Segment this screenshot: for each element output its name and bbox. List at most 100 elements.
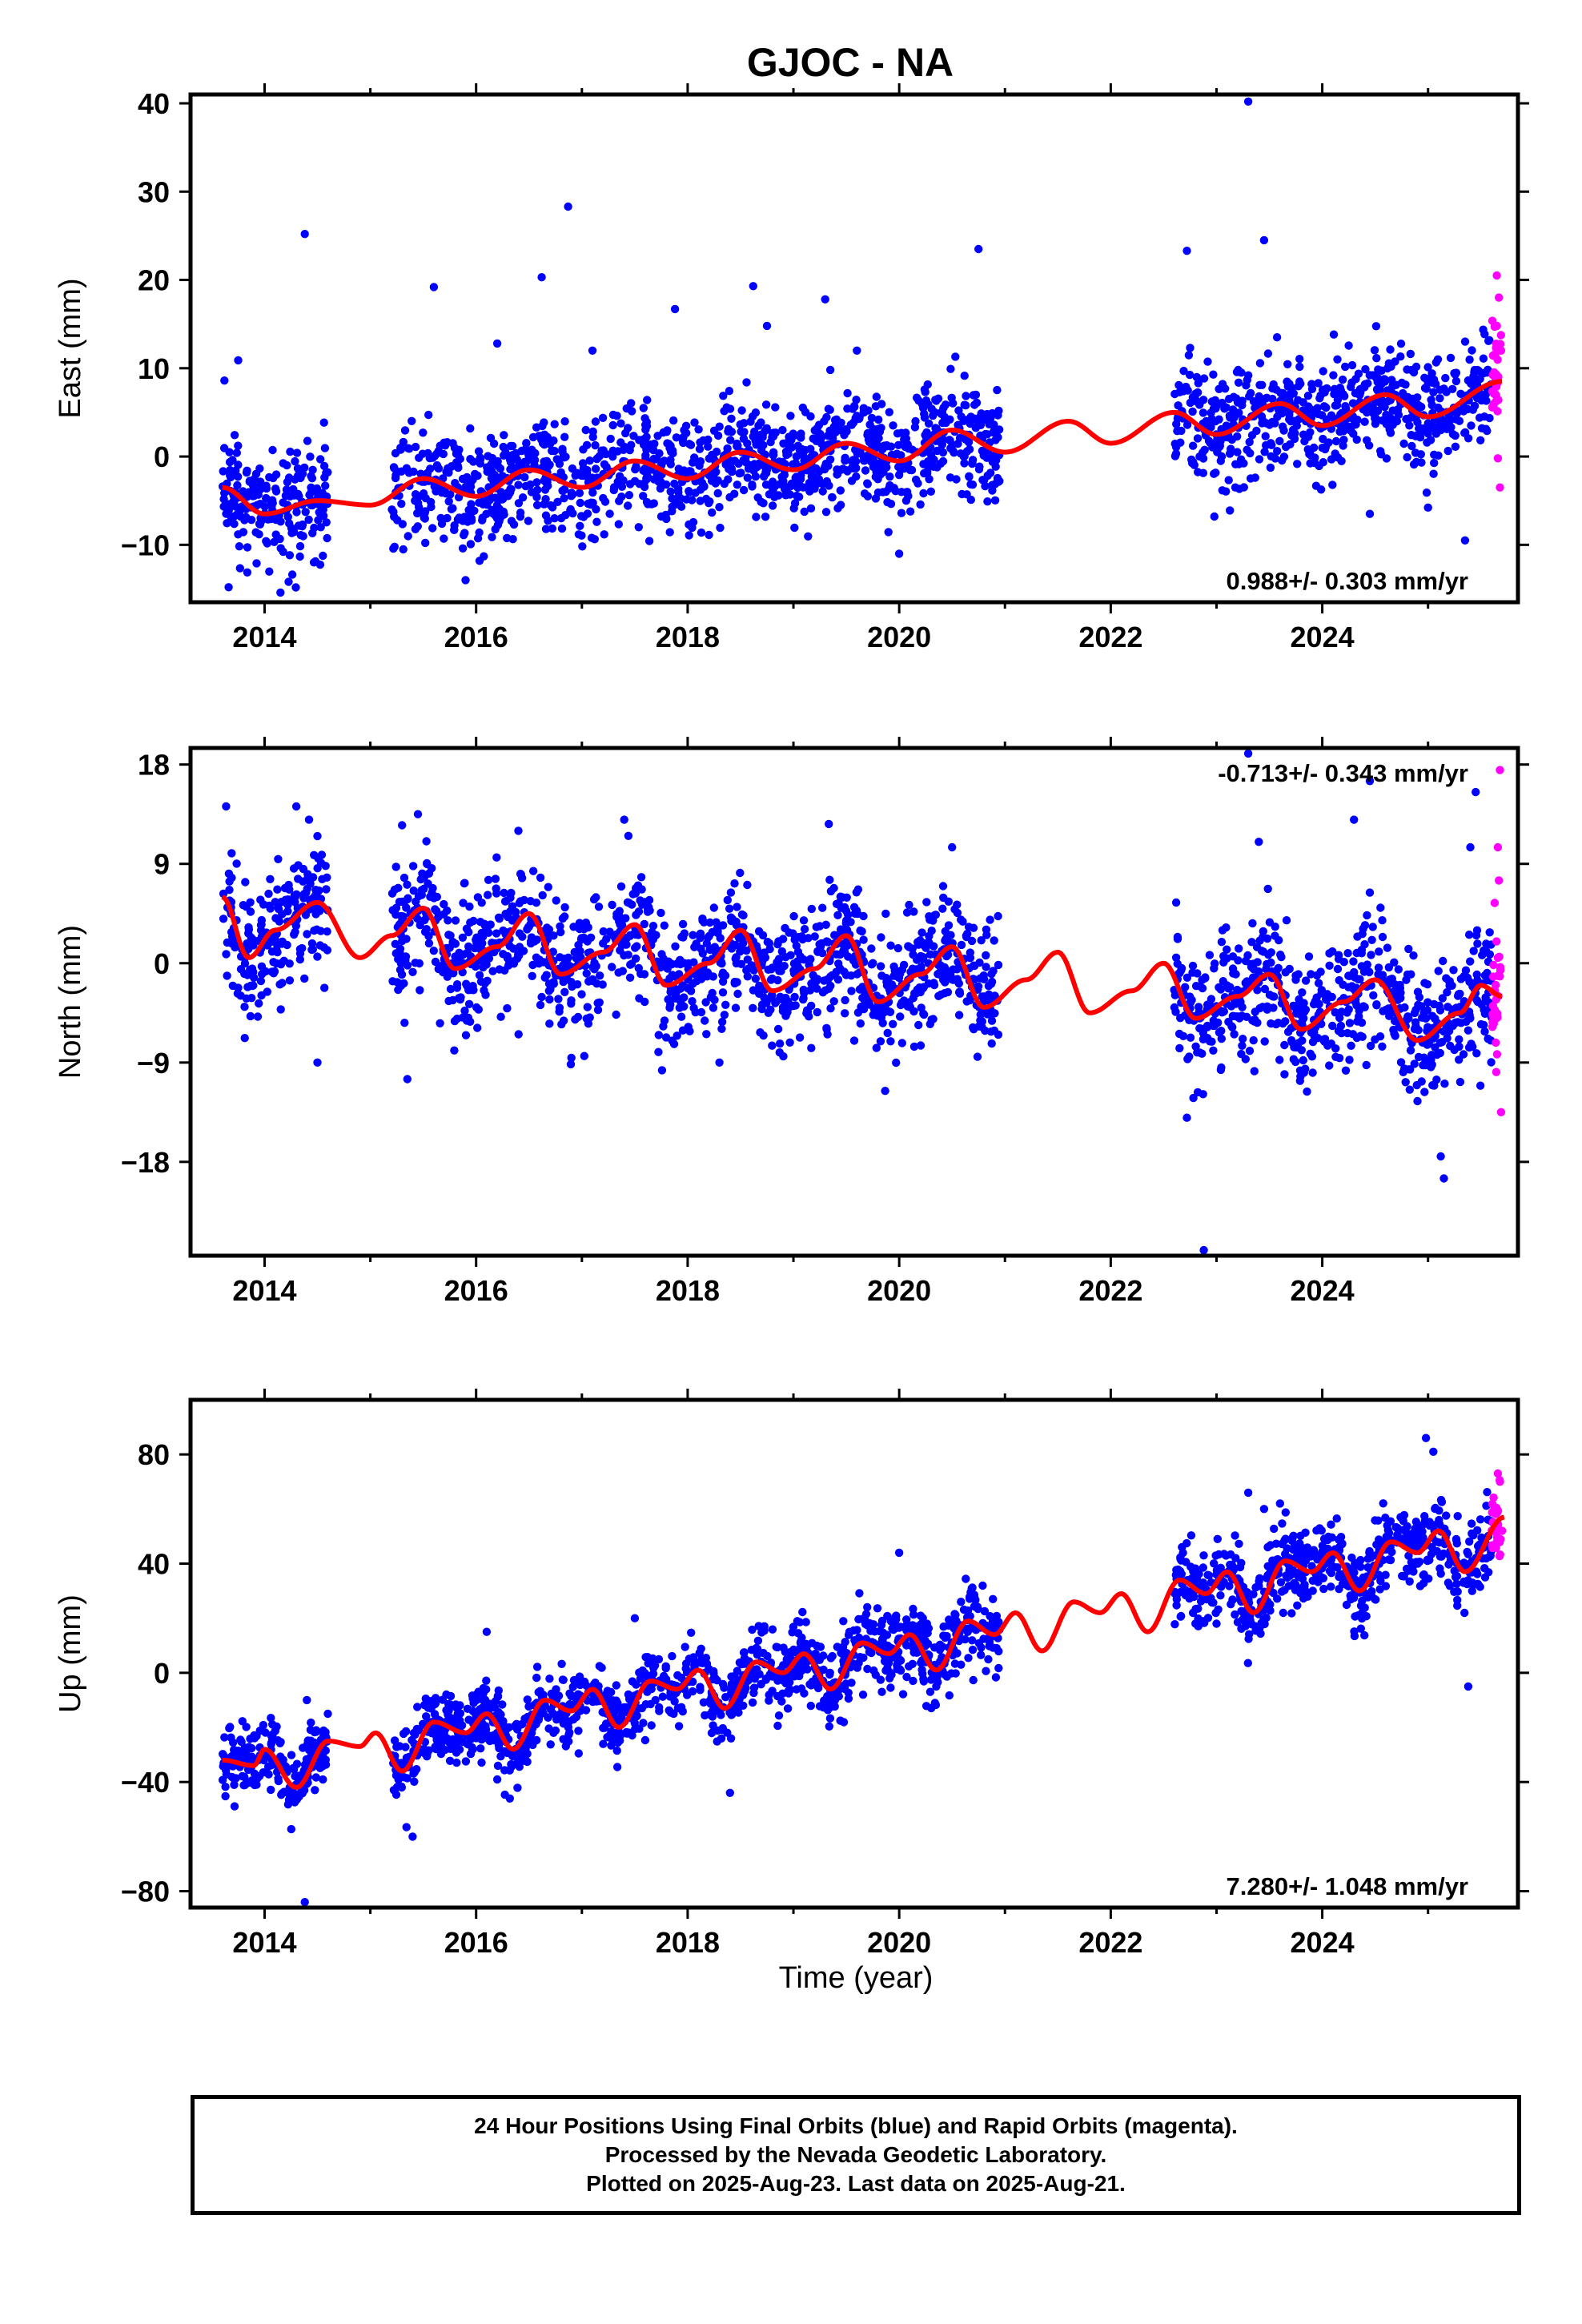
east-final-point <box>778 425 787 435</box>
north-final-point <box>1331 1044 1340 1053</box>
north-final-point <box>488 967 497 975</box>
north-rapid-point <box>1496 972 1504 981</box>
north-final-point <box>648 922 658 931</box>
east-final-point <box>235 542 244 551</box>
east-final-point <box>924 419 934 428</box>
north-final-point <box>1476 1081 1485 1090</box>
north-final-point <box>926 950 935 959</box>
north-final-point <box>422 837 431 846</box>
east-final-point <box>1479 354 1488 363</box>
north-final-point <box>1472 787 1480 797</box>
north-final-point <box>982 951 990 960</box>
east-final-point <box>419 428 428 437</box>
east-final-point <box>807 466 816 476</box>
east-final-point <box>674 464 683 473</box>
north-final-point <box>459 899 468 907</box>
east-final-point <box>665 528 674 537</box>
north-final-point <box>536 1000 545 1010</box>
east-rapid-point <box>1496 346 1506 355</box>
up-final-point <box>968 1636 977 1645</box>
north-final-point <box>1300 1007 1309 1016</box>
east-final-point <box>926 487 936 496</box>
east-final-point <box>1257 412 1267 421</box>
north-final-point <box>576 935 586 944</box>
east-final-point <box>1171 443 1181 452</box>
north-final-point <box>706 992 716 1002</box>
east-final-point <box>1210 512 1219 521</box>
north-final-point <box>434 964 443 974</box>
east-final-point <box>1393 405 1403 415</box>
north-final-point <box>313 864 322 873</box>
east-final-point <box>1173 427 1182 436</box>
north-final-point <box>544 979 554 988</box>
east-final-point <box>1338 375 1347 384</box>
east-final-point <box>543 476 552 485</box>
east-final-point <box>544 517 552 525</box>
north-final-point <box>1236 997 1245 1007</box>
north-final-point <box>269 969 278 978</box>
north-ytick-label: −9 <box>137 1047 170 1080</box>
east-final-point <box>859 453 869 462</box>
north-final-point <box>821 986 830 995</box>
north-final-point <box>1255 838 1263 846</box>
north-final-point <box>990 936 998 945</box>
north-final-point <box>556 922 564 931</box>
east-final-point <box>279 547 287 557</box>
east-final-point <box>991 462 1000 471</box>
north-final-point <box>612 1010 620 1019</box>
east-final-point <box>1243 97 1253 106</box>
north-final-point <box>223 938 231 947</box>
north-final-point <box>400 873 409 883</box>
north-final-point <box>1325 961 1334 971</box>
up-final-point <box>391 1790 401 1799</box>
east-final-point <box>757 497 765 506</box>
east-final-point <box>1199 408 1208 417</box>
east-final-point <box>230 520 239 529</box>
north-final-point <box>985 1010 994 1019</box>
east-data <box>219 97 1506 597</box>
east-final-point <box>1173 414 1182 423</box>
north-final-point <box>886 941 895 950</box>
up-final-point <box>246 1735 255 1743</box>
north-final-point <box>1173 932 1182 942</box>
north-rapid-point <box>1492 1050 1502 1059</box>
up-final-point <box>612 1763 622 1771</box>
up-final-point <box>276 1738 285 1747</box>
east-final-point <box>600 530 608 539</box>
north-final-point <box>1345 1019 1355 1027</box>
north-final-point <box>914 1020 923 1030</box>
north-final-point <box>1245 1047 1255 1055</box>
north-final-point <box>1348 1030 1358 1039</box>
north-data <box>219 749 1506 1255</box>
east-final-point <box>921 396 931 405</box>
east-final-point <box>588 346 597 355</box>
north-final-point <box>626 960 635 969</box>
north-final-point <box>1423 1006 1432 1015</box>
north-final-point <box>705 944 715 953</box>
east-final-point <box>408 416 416 425</box>
up-final-point <box>833 1642 842 1651</box>
east-final-point <box>1476 436 1485 444</box>
east-final-point <box>871 494 881 503</box>
up-final-point <box>303 1736 312 1745</box>
north-final-point <box>266 875 275 884</box>
north-final-point <box>790 935 799 944</box>
north-final-point <box>299 877 307 886</box>
up-final-point <box>311 1727 321 1736</box>
east-final-point <box>1255 392 1263 401</box>
east-final-point <box>946 364 955 373</box>
north-final-point <box>844 911 853 919</box>
east-final-point <box>808 451 817 460</box>
north-final-point <box>1372 1001 1381 1010</box>
east-final-point <box>1218 486 1227 495</box>
north-final-point <box>243 939 251 948</box>
east-final-point <box>794 493 804 501</box>
east-final-point <box>761 426 769 436</box>
east-final-point <box>1319 367 1327 376</box>
north-final-point <box>876 962 885 971</box>
east-final-point <box>1287 430 1296 440</box>
east-final-point <box>257 517 266 525</box>
north-final-point <box>810 932 819 941</box>
north-final-point <box>429 947 438 955</box>
east-final-point <box>879 468 888 476</box>
